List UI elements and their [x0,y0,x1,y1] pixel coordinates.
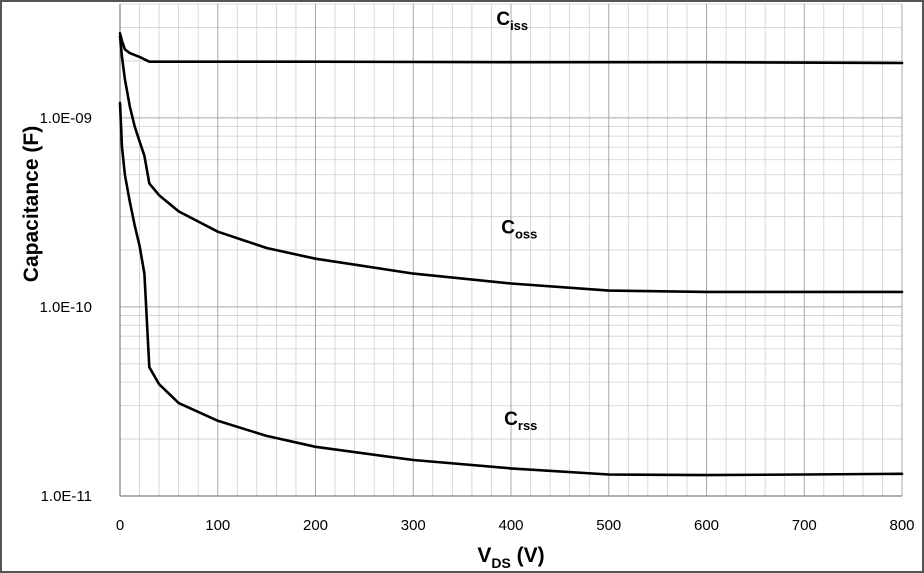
x-axis-title-unit: (V) [511,544,545,567]
series-line-coss [118,34,904,294]
series-label-coss: Coss [501,217,537,241]
y-tick-label: 1.0E-11 [41,488,92,505]
x-axis-title: VDS (V) [477,544,544,571]
x-tick-label: 800 [889,517,914,534]
series-label-main: C [501,217,515,238]
x-axis-title-sub: DS [491,555,510,571]
series-label-sub: iss [510,18,528,33]
x-tick-label: 600 [694,517,719,534]
series-line-ciss [118,31,904,65]
x-tick-label: 400 [498,517,523,534]
series-label-main: C [504,409,518,430]
x-tick-label: 300 [401,517,426,534]
x-tick-label: 100 [205,517,230,534]
series-line-crss [118,101,904,477]
series-lines [118,31,904,477]
x-tick-label: 700 [792,517,817,534]
y-axis-title: Capacitance (F) [20,126,43,282]
series-label-main: C [496,9,510,30]
x-tick-label: 0 [116,517,124,534]
x-tick-labels: 0 100 200 300 400 500 600 700 800 [116,517,915,534]
series-label-sub: rss [518,418,538,433]
series-label-crss: Crss [504,409,537,433]
series-label-sub: oss [515,226,537,241]
y-tick-label: 1.0E-09 [39,110,92,127]
x-tick-label: 200 [303,517,328,534]
series-label-ciss: Ciss [496,9,528,33]
y-tick-labels: 1.0E-11 1.0E-10 1.0E-09 [39,110,92,505]
x-axis-title-main: V [477,544,491,567]
y-tick-label: 1.0E-10 [39,299,92,316]
x-tick-label: 500 [596,517,621,534]
